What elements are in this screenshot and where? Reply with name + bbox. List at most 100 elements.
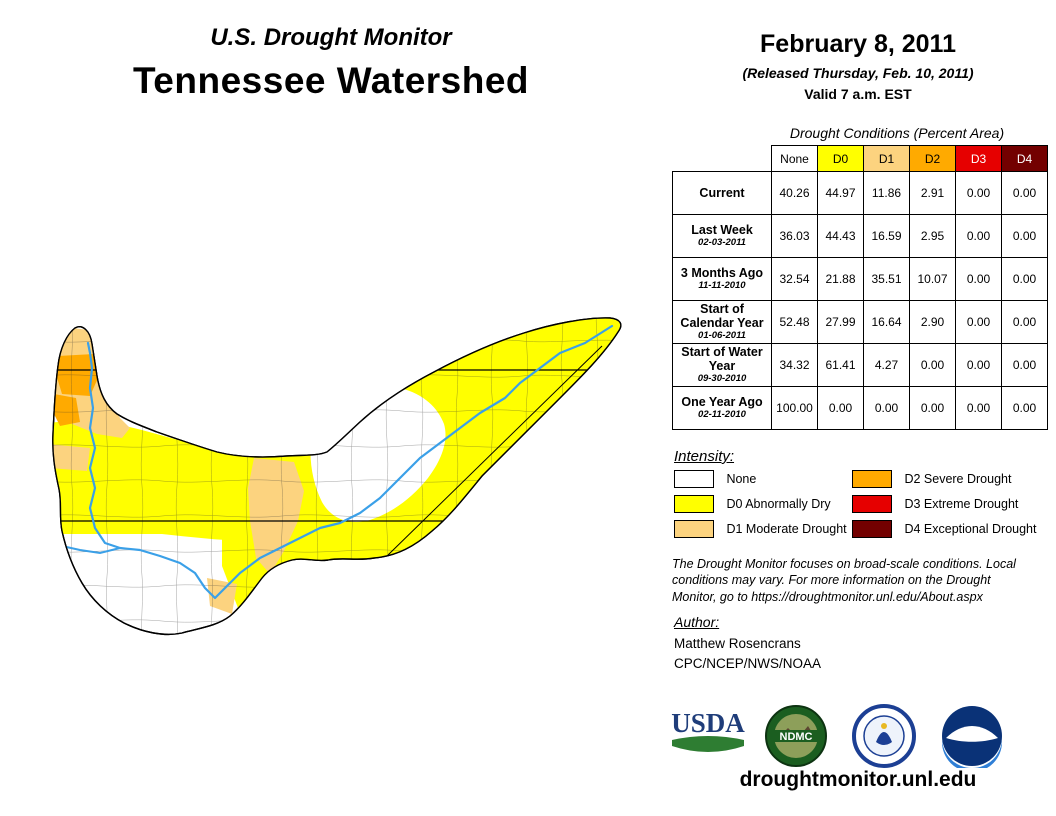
row-label-start-calendar-year: Start of Calendar Year 01-06-2011 xyxy=(672,300,772,344)
row-label-date: 11-11-2010 xyxy=(698,280,746,292)
table-header-row: None D0 D1 D2 D3 D4 xyxy=(672,145,1048,172)
cell: 0.00 xyxy=(1001,214,1048,258)
header-left: U.S. Drought Monitor Tennessee Watershed xyxy=(0,24,662,102)
watershed-outline-stroke xyxy=(52,317,622,636)
table-row: Start of Calendar Year 01-06-2011 52.48 … xyxy=(672,300,1048,344)
row-label-text: One Year Ago xyxy=(681,395,763,410)
col-header-d2: D2 xyxy=(909,145,956,172)
cell: 40.26 xyxy=(771,171,818,215)
cell: 21.88 xyxy=(817,257,864,301)
legend-item-none: None xyxy=(674,470,756,488)
row-label-text: Last Week xyxy=(691,223,753,238)
cell: 44.97 xyxy=(817,171,864,215)
cell: 0.00 xyxy=(1001,257,1048,301)
row-label-current: Current xyxy=(672,171,772,215)
table-corner-cell xyxy=(672,145,772,172)
noaa-logo xyxy=(940,704,1004,773)
cell: 0.00 xyxy=(909,343,956,387)
d2-region-lower xyxy=(52,394,80,426)
cell: 36.03 xyxy=(771,214,818,258)
cell: 44.43 xyxy=(817,214,864,258)
cell: 0.00 xyxy=(955,171,1002,215)
cell: 0.00 xyxy=(1001,300,1048,344)
cell: 16.59 xyxy=(863,214,910,258)
col-header-none: None xyxy=(771,145,818,172)
table-row: Last Week 02-03-2011 36.03 44.43 16.59 2… xyxy=(672,214,1048,258)
legend-swatch-none xyxy=(674,470,714,488)
row-label-3-months-ago: 3 Months Ago 11-11-2010 xyxy=(672,257,772,301)
legend-label: D2 Severe Drought xyxy=(904,472,1012,486)
row-label-date: 02-11-2010 xyxy=(698,409,746,421)
cell: 0.00 xyxy=(955,214,1002,258)
legend-label: D1 Moderate Drought xyxy=(726,522,847,536)
author-heading: Author: xyxy=(674,614,720,630)
cell: 0.00 xyxy=(955,343,1002,387)
cell: 27.99 xyxy=(817,300,864,344)
legend-swatch-d3 xyxy=(852,495,892,513)
table-row: Current 40.26 44.97 11.86 2.91 0.00 0.00 xyxy=(672,171,1048,215)
legend-item-d3: D3 Extreme Drought xyxy=(852,495,1018,513)
author-name: Matthew Rosencrans xyxy=(674,636,801,651)
table-row: One Year Ago 02-11-2010 100.00 0.00 0.00… xyxy=(672,386,1048,430)
legend-item-d0: D0 Abnormally Dry xyxy=(674,495,831,513)
row-label-date: 09-30-2010 xyxy=(697,373,747,385)
cell: 0.00 xyxy=(1001,343,1048,387)
col-header-d1: D1 xyxy=(863,145,910,172)
row-label-text: Start of Calendar Year xyxy=(680,302,764,331)
row-label-text: 3 Months Ago xyxy=(680,266,764,281)
disclaimer-text: The Drought Monitor focuses on broad-sca… xyxy=(672,557,1016,604)
table-row: Start of Water Year 09-30-2010 34.32 61.… xyxy=(672,343,1048,387)
noaa-gull xyxy=(946,726,998,742)
ndmc-band xyxy=(772,730,820,742)
cell: 0.00 xyxy=(863,386,910,430)
cell: 0.00 xyxy=(1001,171,1048,215)
cell: 0.00 xyxy=(817,386,864,430)
header-right: February 8, 2011 (Released Thursday, Feb… xyxy=(662,30,1054,102)
page-title: Tennessee Watershed xyxy=(132,60,530,101)
d1-region-middle-band xyxy=(248,458,304,574)
site-url: droughtmonitor.unl.edu xyxy=(739,768,977,791)
row-label-text: Current xyxy=(699,185,745,200)
legend-label: None xyxy=(726,472,757,486)
cell: 52.48 xyxy=(771,300,818,344)
legend-label: D0 Abnormally Dry xyxy=(726,497,831,511)
cell: 35.51 xyxy=(863,257,910,301)
cell: 2.91 xyxy=(909,171,956,215)
legend-label: D3 Extreme Drought xyxy=(904,497,1019,511)
cell: 10.07 xyxy=(909,257,956,301)
valid-note: Valid 7 a.m. EST xyxy=(804,86,912,102)
cell: 2.95 xyxy=(909,214,956,258)
usdm-title: U.S. Drought Monitor xyxy=(210,24,452,51)
cell: 0.00 xyxy=(1001,386,1048,430)
usda-logo-text: USDA xyxy=(671,708,745,738)
legend-item-d2: D2 Severe Drought xyxy=(852,470,1011,488)
commerce-seal-logo xyxy=(852,704,916,773)
col-header-d4: D4 xyxy=(1001,145,1048,172)
conditions-table: None D0 D1 D2 D3 D4 Current 40.26 44.97 … xyxy=(672,145,1048,430)
cell: 4.27 xyxy=(863,343,910,387)
row-label-date: 01-06-2011 xyxy=(698,330,746,342)
table-row: 3 Months Ago 11-11-2010 32.54 21.88 35.5… xyxy=(672,257,1048,301)
cell: 0.00 xyxy=(909,386,956,430)
row-label-start-water-year: Start of Water Year 09-30-2010 xyxy=(672,343,772,387)
legend-item-d1: D1 Moderate Drought xyxy=(674,520,847,538)
cell: 61.41 xyxy=(817,343,864,387)
usda-logo: USDA xyxy=(666,704,750,767)
table-caption: Drought Conditions (Percent Area) xyxy=(789,125,1005,141)
col-header-d3: D3 xyxy=(955,145,1002,172)
cell: 11.86 xyxy=(863,171,910,215)
cell: 0.00 xyxy=(955,386,1002,430)
cell: 16.64 xyxy=(863,300,910,344)
ndmc-logo-text: NDMC xyxy=(780,731,813,743)
tennessee-river xyxy=(86,324,614,600)
cell: 0.00 xyxy=(955,257,1002,301)
legend-swatch-d0 xyxy=(674,495,714,513)
d1-region-dip-patch xyxy=(207,578,237,614)
legend-item-d4: D4 Exceptional Drought xyxy=(852,520,1036,538)
col-header-d0: D0 xyxy=(817,145,864,172)
cell: 0.00 xyxy=(955,300,1002,344)
commerce-emblem-dot xyxy=(881,723,887,729)
legend-title: Intensity: xyxy=(674,448,735,465)
release-note: (Released Thursday, Feb. 10, 2011) xyxy=(742,65,974,81)
